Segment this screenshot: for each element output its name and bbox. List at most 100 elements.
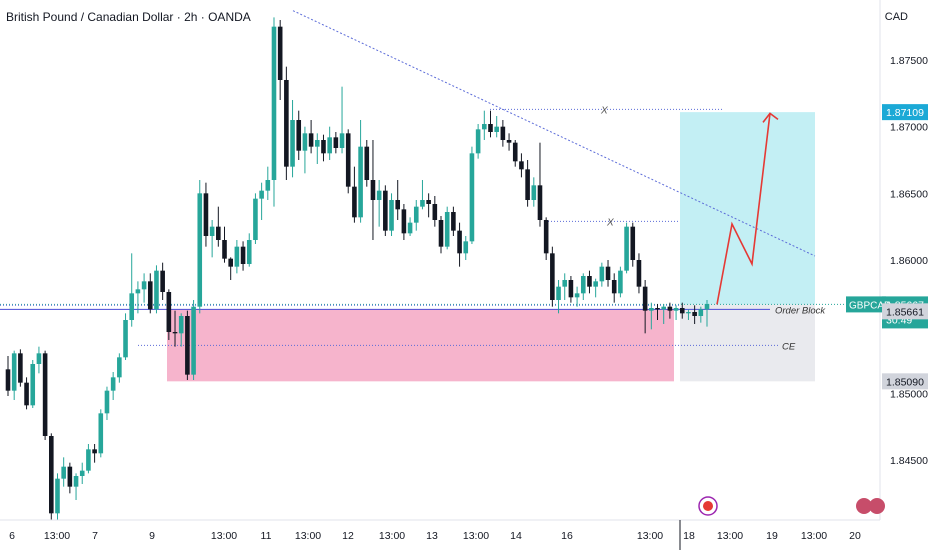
candle-body [314,140,320,147]
candle-body [407,222,413,234]
candle-body [395,200,401,210]
candle-body [438,220,444,247]
candle-body [277,26,283,81]
candle-body [327,137,332,154]
candle-body [234,246,240,267]
candle-body [401,209,407,234]
candle-body [364,146,370,180]
time-tick-label: 13:00 [637,530,663,542]
candle-body [284,80,289,167]
price-tick-label: 1.86000 [890,255,928,267]
candle-body [512,142,518,162]
level-price-tag: 1.85661 [886,306,924,318]
candle-body [698,309,704,316]
candle-body [358,146,363,218]
candle-body [488,124,493,132]
candle-body [129,293,135,320]
candle-body [240,246,246,264]
time-tick-label: 7 [92,530,98,542]
candle-body [345,133,351,187]
currency-label[interactable]: CAD [884,11,908,23]
candle-body [667,306,673,311]
candle-body [321,140,326,154]
annotation-x-2: X [606,217,614,228]
candle-body [661,306,666,310]
time-tick-label: 13:00 [463,530,489,542]
candle-body [599,266,605,282]
ca-flag-icon [703,501,713,511]
candle-body [649,308,654,311]
candle-body [413,206,419,223]
time-tick-label: 6 [9,530,15,542]
candle-body [686,312,691,314]
candle-body [49,436,54,514]
candle-body [383,190,388,231]
candle-body [166,292,172,332]
time-tick-label: 16 [561,530,573,542]
candle-body [630,226,636,260]
gb-event-icon[interactable] [856,498,872,514]
candle-body [302,133,308,151]
candle-body [611,280,617,294]
candle-body [482,124,487,130]
candle-body [203,193,209,236]
candle-body [197,193,203,307]
time-tick-label: 13 [426,530,438,542]
gb-event-icon-2[interactable] [869,498,885,514]
candle-body [178,316,184,334]
time-tick-label: 13:00 [801,530,827,542]
candle-body [469,153,475,242]
candle-body [67,466,73,487]
candle-body [444,212,450,247]
candle-body [222,240,227,259]
candle-body [679,308,685,314]
candle-body [110,377,116,391]
candle-body [574,293,580,298]
candle-body [624,226,629,271]
candle-body [376,190,382,200]
candle-body [42,353,48,436]
time-tick-label: 13:00 [717,530,743,542]
candle-body [36,353,42,364]
stop-price-tag-bg [882,373,928,390]
candle-body [339,133,345,148]
candle-body [704,304,710,310]
candle-body [24,382,29,406]
candle-body [117,357,122,378]
candle-body [568,280,574,298]
candle-body [475,129,481,154]
candle-body [525,169,530,200]
candle-body [209,226,215,236]
candle-body [580,276,586,294]
candle-body [191,306,196,375]
candle-body [61,466,66,479]
candle-body [265,180,271,191]
candle-body [556,286,561,300]
candle-body [98,413,104,454]
candle-body [172,332,178,334]
candle-body [531,185,537,200]
time-tick-label: 18 [683,530,695,542]
candle-body [259,190,264,199]
candle-body [389,200,394,231]
target-price-tag-bg [882,104,928,121]
chart-title: British Pound / Canadian Dollar · 2h · O… [6,10,251,24]
candle-body [308,133,314,147]
candle-body [519,161,524,170]
time-tick-label: 13:00 [379,530,405,542]
price-tick-label: 1.84500 [890,455,928,467]
time-tick-label: 11 [261,530,272,542]
candle-body [618,270,623,294]
candle-body [457,230,462,254]
candle-body [271,26,277,180]
candle-body [123,320,128,358]
arrow-head [762,112,779,123]
symbol-tag-bg [846,296,886,313]
candle-body [135,289,141,294]
candle-body [246,240,252,264]
time-tick-label: 19 [766,530,778,542]
candle-body [92,449,97,454]
time-tick-label: 20 [849,530,861,542]
